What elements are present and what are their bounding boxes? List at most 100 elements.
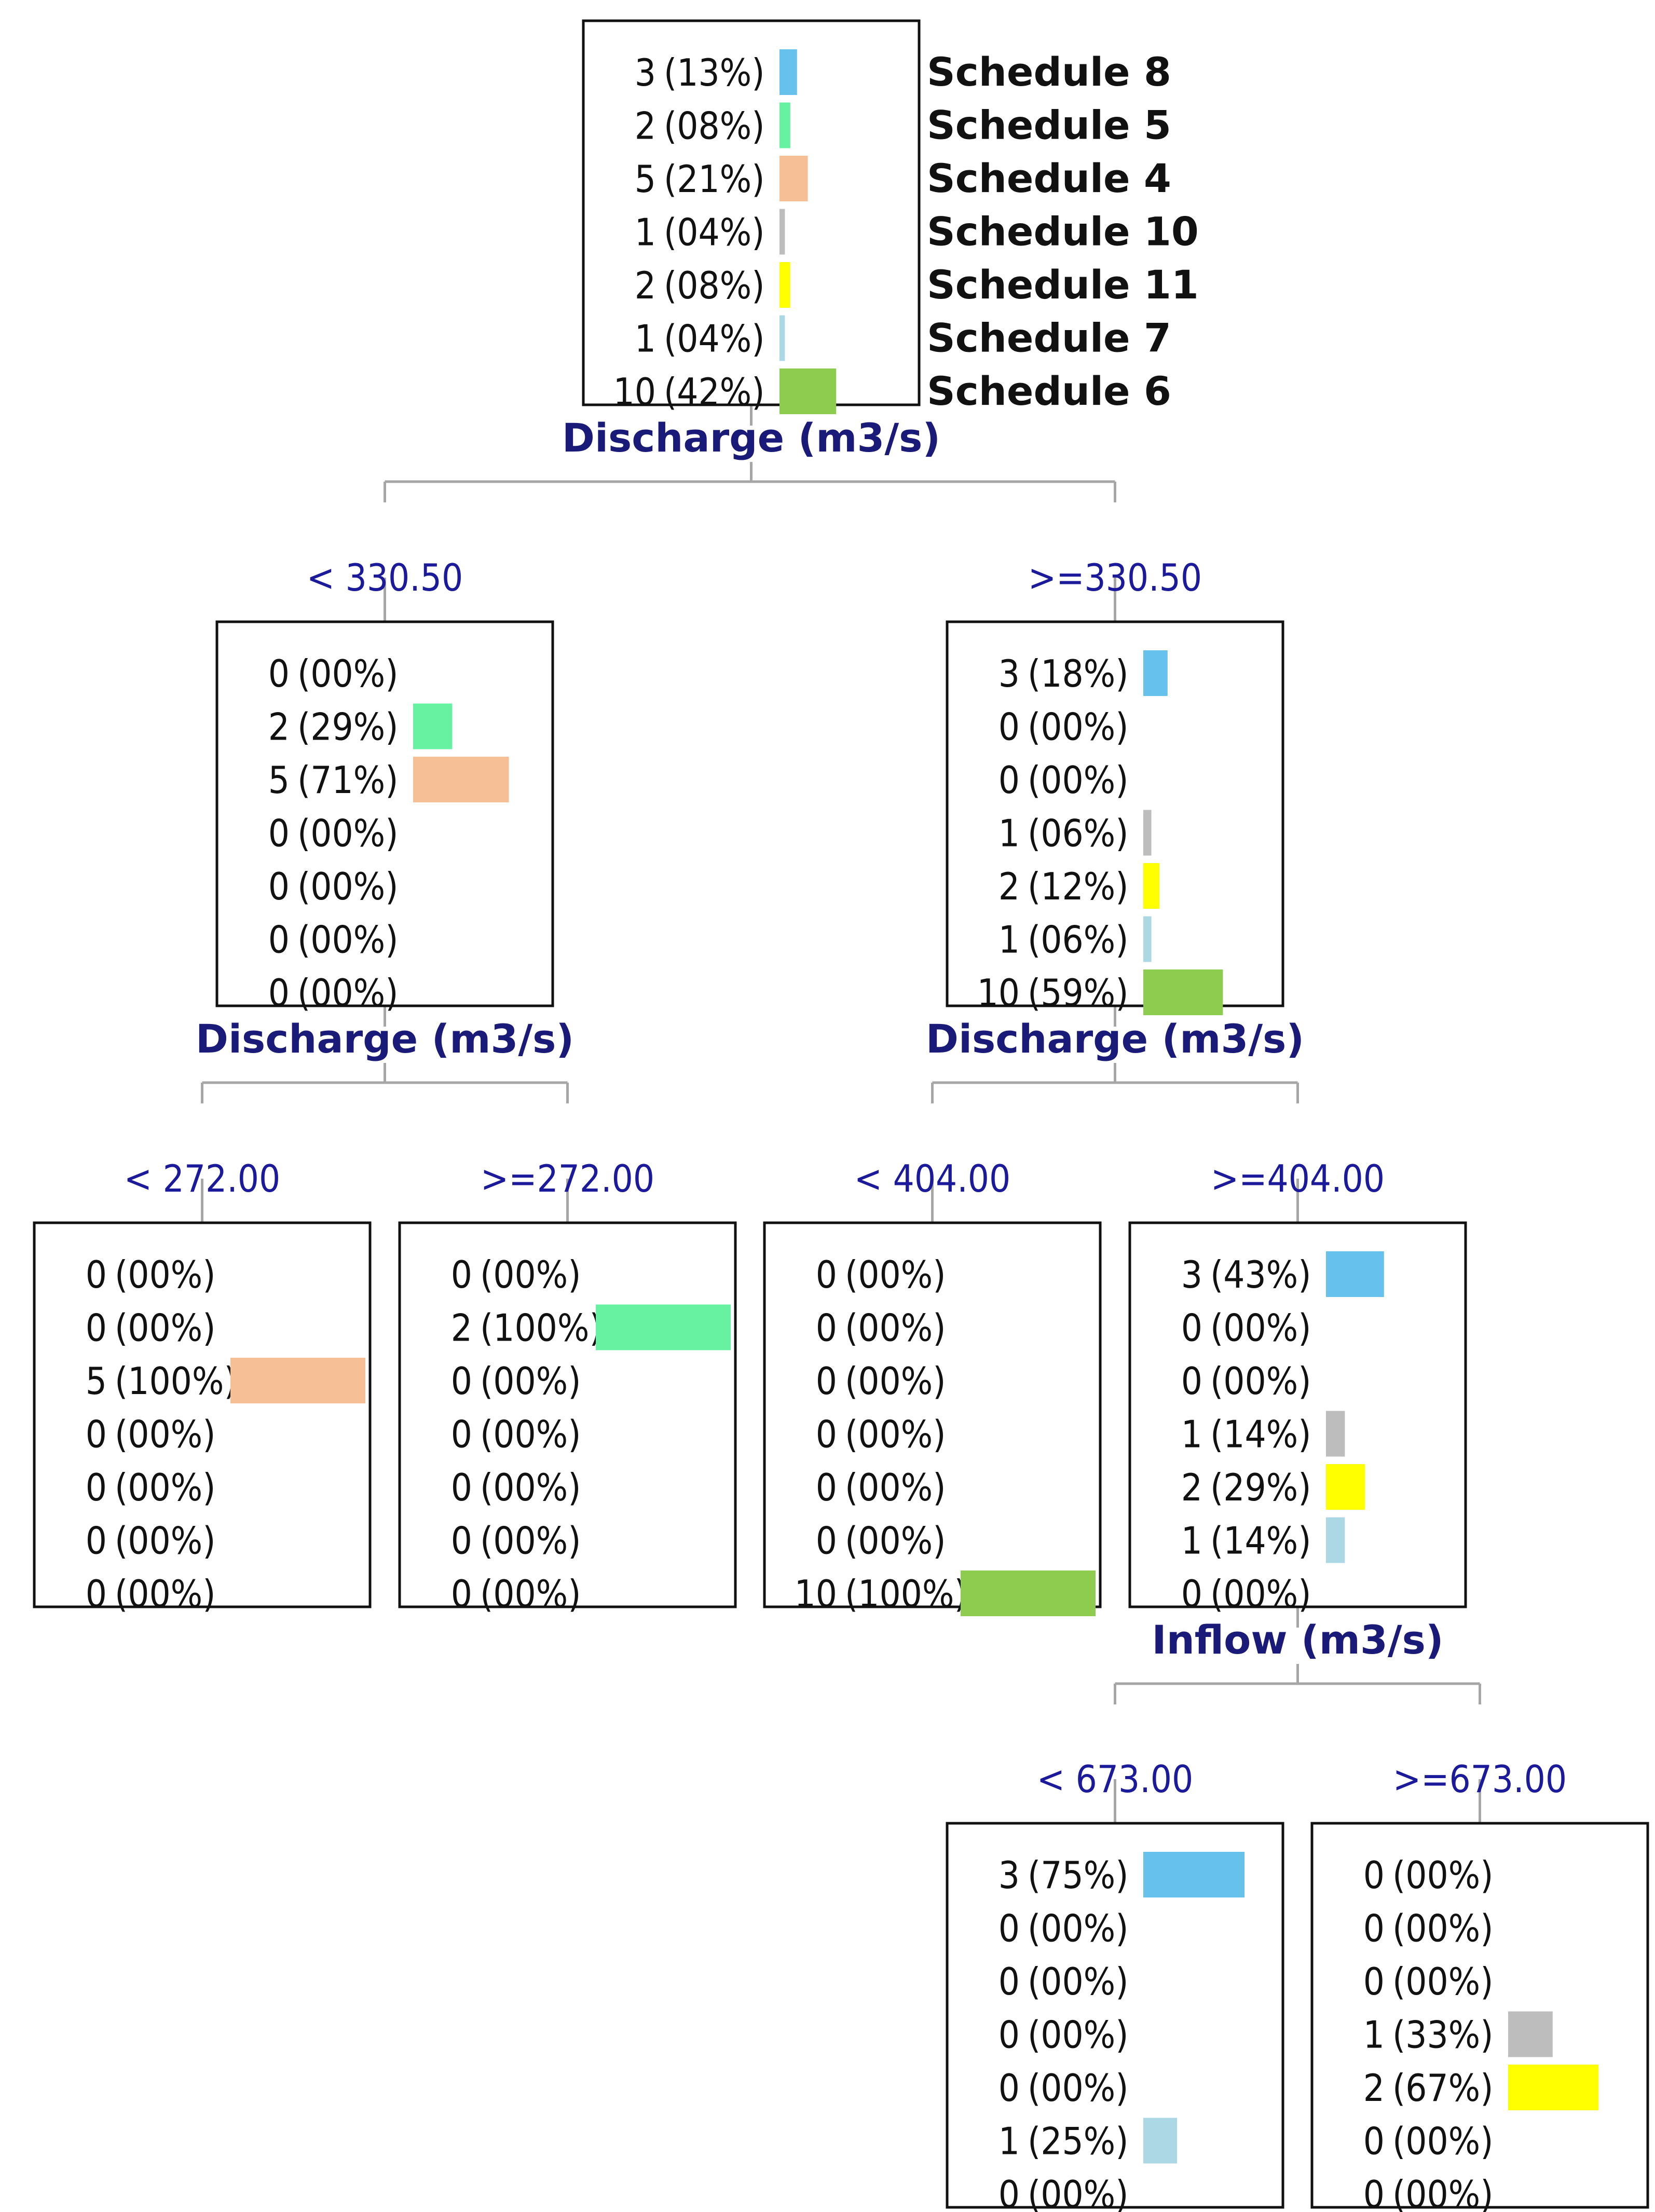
node-row-bar [1143,1852,1244,1897]
tree-node-n1[interactable]: < 330.500 (00%)2 (29%)5 (71%)0 (00%)0 (00%)0(… [215,556,554,1015]
node-row-count: 0 [1181,1306,1202,1350]
node-row-percent: (00%) [845,1466,946,1509]
node-row-percent: (00%) [480,1359,581,1403]
node-row-count: 0 [268,865,290,908]
tree-node-n6[interactable]: >=404.003 (43%)0 (00%)0 (00%)1 (14%)2 (29%)1(… [1128,1157,1467,1616]
tree-node-n4[interactable]: >=272.000 (00%)2 (100%)0 (00%)0 (00%)0 (00%)0… [398,1157,737,1616]
tree-node-n2[interactable]: >=330.503 (18%)0 (00%)0 (00%)1 (06%)2 (12%)1(… [946,556,1284,1015]
node-row-percent: (00%) [115,1413,216,1456]
node-row-percent: (00%) [845,1519,946,1563]
node-row-count: 1 [635,211,656,254]
node-row-count: 1 [1363,2013,1385,2057]
node-row-bar [1143,2118,1177,2164]
node-row-count: 0 [86,1306,107,1350]
node-row-bar [779,368,837,414]
branch-label: < 330.50 [307,556,463,599]
node-row-count: 0 [268,971,290,1015]
node-row-percent: (00%) [297,918,399,962]
node-row-percent: (13%) [664,51,765,94]
node-row-count: 0 [816,1253,837,1296]
node-row-percent: (06%) [1028,812,1129,855]
node-row-bar [230,1358,365,1403]
node-row-percent: (00%) [480,1253,581,1296]
node-row-count: 0 [451,1413,472,1456]
legend-entry: Schedule 5 [927,102,1171,148]
node-row-count: 0 [1363,2120,1385,2163]
node-row-count: 2 [1181,1466,1202,1509]
node-row-percent: (00%) [1028,2173,1129,2212]
node-row-percent: (100%) [480,1306,603,1350]
node-row-bar [1143,970,1223,1015]
tree-node-n7[interactable]: < 673.003 (75%)0 (00%)0 (00%)0 (00%)0 (00%)1(… [946,1757,1284,2212]
node-row-percent: (59%) [1028,971,1129,1015]
node-row-count: 5 [86,1359,107,1403]
node-row-count: 0 [999,758,1020,802]
node-row-count: 2 [635,104,656,148]
node-row-count: 5 [268,758,290,802]
node-row-percent: (100%) [115,1359,237,1403]
node-row-count: 0 [999,2013,1020,2057]
node-row-percent: (00%) [480,1519,581,1563]
node-row-count: 1 [1181,1413,1202,1456]
node-box [33,1221,372,1608]
node-row-count: 2 [1363,2066,1385,2110]
node-row-percent: (06%) [1028,918,1129,962]
split-label-n2: Discharge (m3/s) [926,1016,1304,1062]
connector-root: Discharge (m3/s) [384,405,1116,622]
node-row-percent: (14%) [1210,1519,1311,1563]
node-box [1310,1822,1649,2209]
node-row-count: 5 [635,157,656,201]
node-row-percent: (00%) [115,1466,216,1509]
node-row-percent: (25%) [1028,2120,1129,2163]
node-row-percent: (29%) [1210,1466,1311,1509]
node-row-percent: (08%) [664,104,765,148]
node-row-percent: (00%) [1028,1960,1129,2003]
node-row-bar [779,262,790,308]
node-row-count: 0 [268,918,290,962]
node-box [946,620,1284,1007]
node-row-count: 0 [999,2173,1020,2212]
node-row-percent: (00%) [1210,1306,1311,1350]
node-box [215,620,554,1007]
node-row-bar [779,102,790,148]
tree-node-root[interactable]: 3 (13%)2 (08%)5 (21%)1 (04%)2 (08%)1 (04%)10 (4… [582,19,921,414]
node-row-percent: (00%) [480,1466,581,1509]
node-row-percent: (100%) [845,1572,967,1616]
node-row-count: 0 [816,1306,837,1350]
node-row-count: 0 [999,2066,1020,2110]
split-label-n6: Inflow (m3/s) [1152,1617,1443,1663]
node-row-percent: (00%) [845,1253,946,1296]
legend-entry: Schedule 4 [927,155,1171,201]
node-row-count: 3 [999,652,1020,695]
node-row-count: 1 [999,812,1020,855]
node-row-count: 0 [451,1572,472,1616]
tree-node-n3[interactable]: < 272.000 (00%)0 (00%)5 (100%)0 (00%)0 (00%)0… [33,1157,372,1616]
node-row-count: 0 [86,1519,107,1563]
node-row-bar [1326,1411,1345,1457]
node-row-count: 1 [999,2120,1020,2163]
connector-n2: Discharge (m3/s) [926,1006,1304,1223]
node-box [1128,1221,1467,1608]
node-row-percent: (00%) [115,1253,216,1296]
node-row-count: 0 [1181,1572,1202,1616]
node-row-count: 0 [86,1572,107,1616]
node-row-count: 0 [451,1253,472,1296]
node-row-bar [779,49,797,95]
node-row-percent: (00%) [1392,1960,1494,2003]
node-row-percent: (00%) [845,1359,946,1403]
node-row-percent: (00%) [1028,758,1129,802]
node-row-count: 0 [1363,1907,1385,1950]
connector-n6: Inflow (m3/s) [1114,1607,1481,1823]
node-row-count: 3 [1181,1253,1202,1296]
tree-node-n5[interactable]: < 404.000 (00%)0 (00%)0 (00%)0 (00%)0 (00%)0(… [763,1157,1102,1616]
node-row-count: 0 [268,652,290,695]
node-row-percent: (00%) [480,1413,581,1456]
legend-entry: Schedule 10 [927,209,1199,255]
branch-label: < 404.00 [854,1157,1010,1200]
node-row-count: 2 [451,1306,472,1350]
node-row-percent: (08%) [664,264,765,307]
node-row-count: 10 [977,971,1020,1015]
node-row-percent: (29%) [297,705,399,749]
tree-node-n8[interactable]: >=673.000 (00%)0 (00%)0 (00%)1 (33%)2 (67%)0(… [1310,1757,1649,2212]
